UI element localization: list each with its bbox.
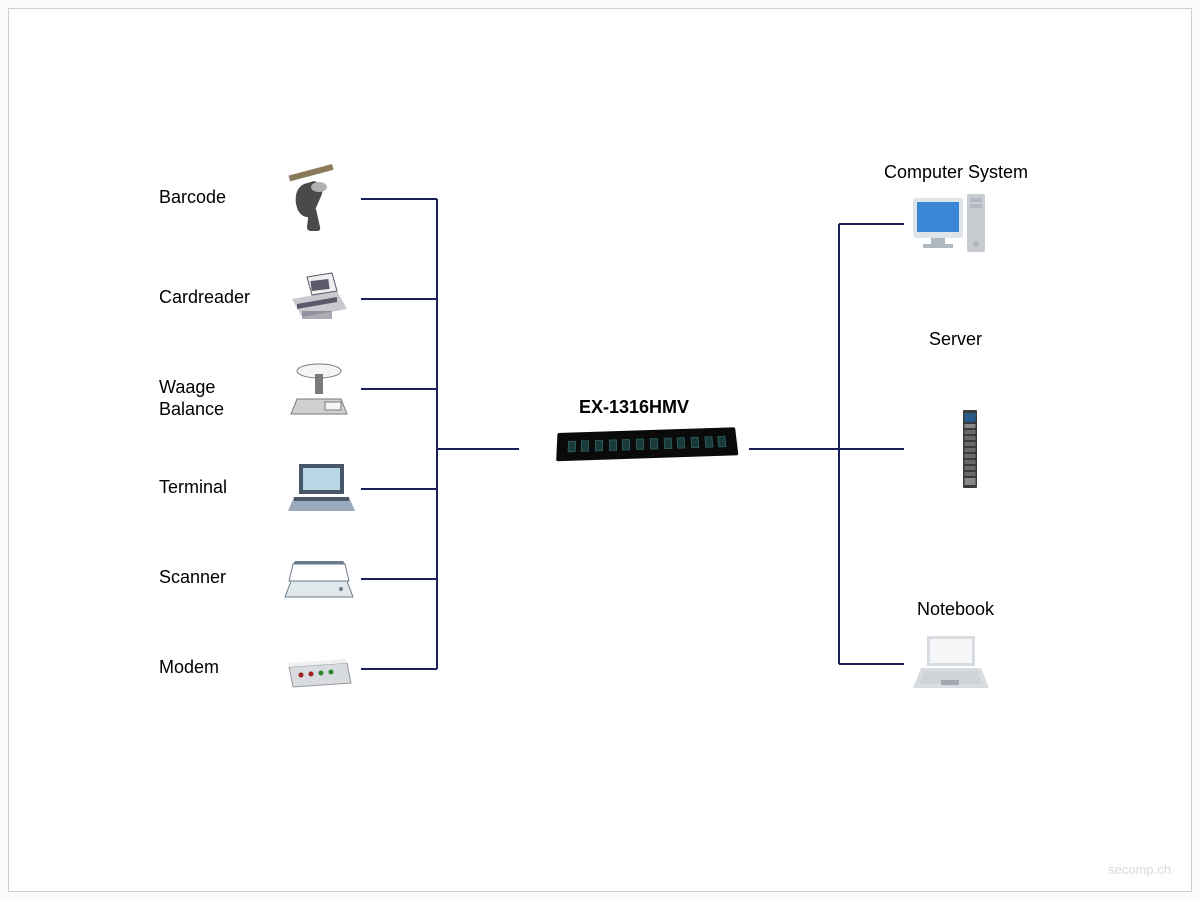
device-label: Waage Balance	[159, 377, 224, 420]
device-label: Modem	[159, 657, 219, 679]
device-label: Terminal	[159, 477, 227, 499]
watermark: secomp.ch	[1108, 862, 1171, 877]
barcode-scanner-icon	[274, 159, 354, 239]
device-label: Scanner	[159, 567, 226, 589]
terminal-icon	[279, 449, 359, 529]
notebook-icon	[909, 624, 989, 704]
hub-device-icon	[556, 427, 738, 461]
host-label: Server	[929, 329, 982, 351]
device-label: Cardreader	[159, 287, 250, 309]
cardreader-icon	[277, 259, 357, 339]
scanner-icon	[279, 539, 359, 619]
modem-icon	[279, 629, 359, 709]
host-label: Notebook	[917, 599, 994, 621]
computer-icon	[909, 184, 989, 264]
host-label: Computer System	[884, 162, 1028, 184]
diagram-canvas: Barcode Cardreader Waage Balance Termina…	[8, 8, 1192, 892]
server-icon	[929, 369, 1009, 529]
scale-icon	[279, 349, 359, 429]
hub-model-label: EX-1316HMV	[579, 397, 689, 418]
device-label: Barcode	[159, 187, 226, 209]
